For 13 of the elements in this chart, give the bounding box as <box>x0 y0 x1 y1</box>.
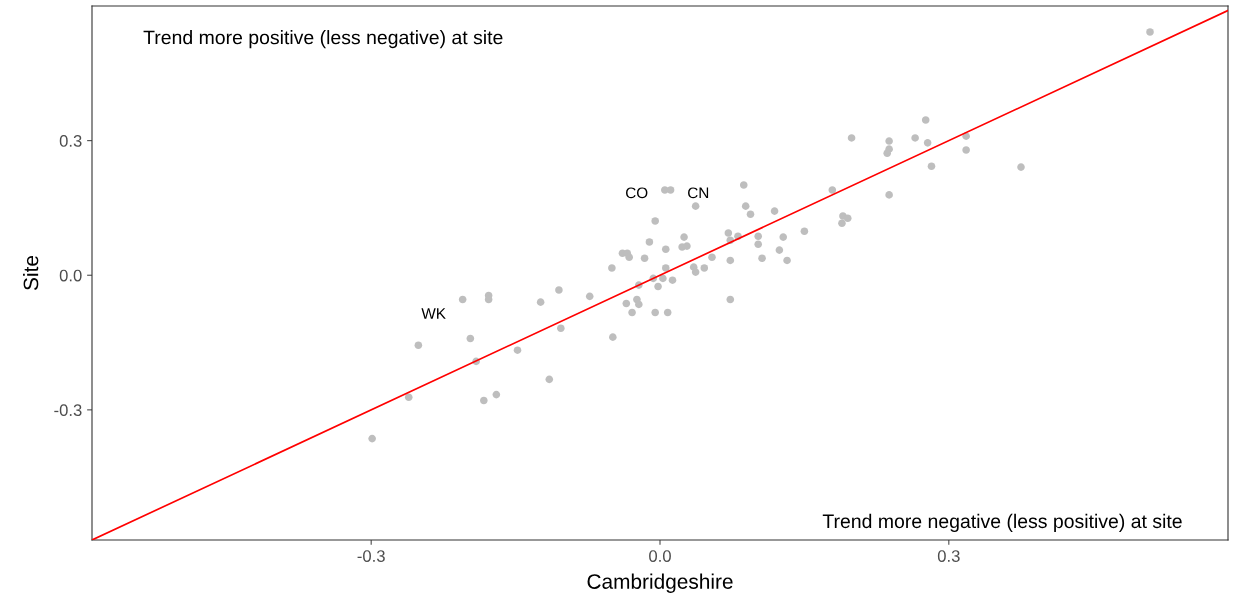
annotation: CN <box>688 187 709 199</box>
x-tick-label: 0.3 <box>937 550 960 562</box>
y-tick-label: 0.3 <box>59 135 82 147</box>
annotation: Trend more positive (less negative) at site <box>143 30 503 49</box>
y-axis-title: Site <box>23 255 39 290</box>
y-tick-label: -0.3 <box>54 404 82 417</box>
x-tick-label: 0.0 <box>649 550 671 562</box>
annotation: Trend more negative (less positive) at site <box>822 513 1182 532</box>
x-tick-label: -0.3 <box>357 550 385 562</box>
annotation: CO <box>626 187 648 199</box>
annotation: WK <box>421 308 446 319</box>
x-axis-title: Cambridgeshire <box>587 573 733 594</box>
y-tick-label: 0.0 <box>59 269 82 282</box>
